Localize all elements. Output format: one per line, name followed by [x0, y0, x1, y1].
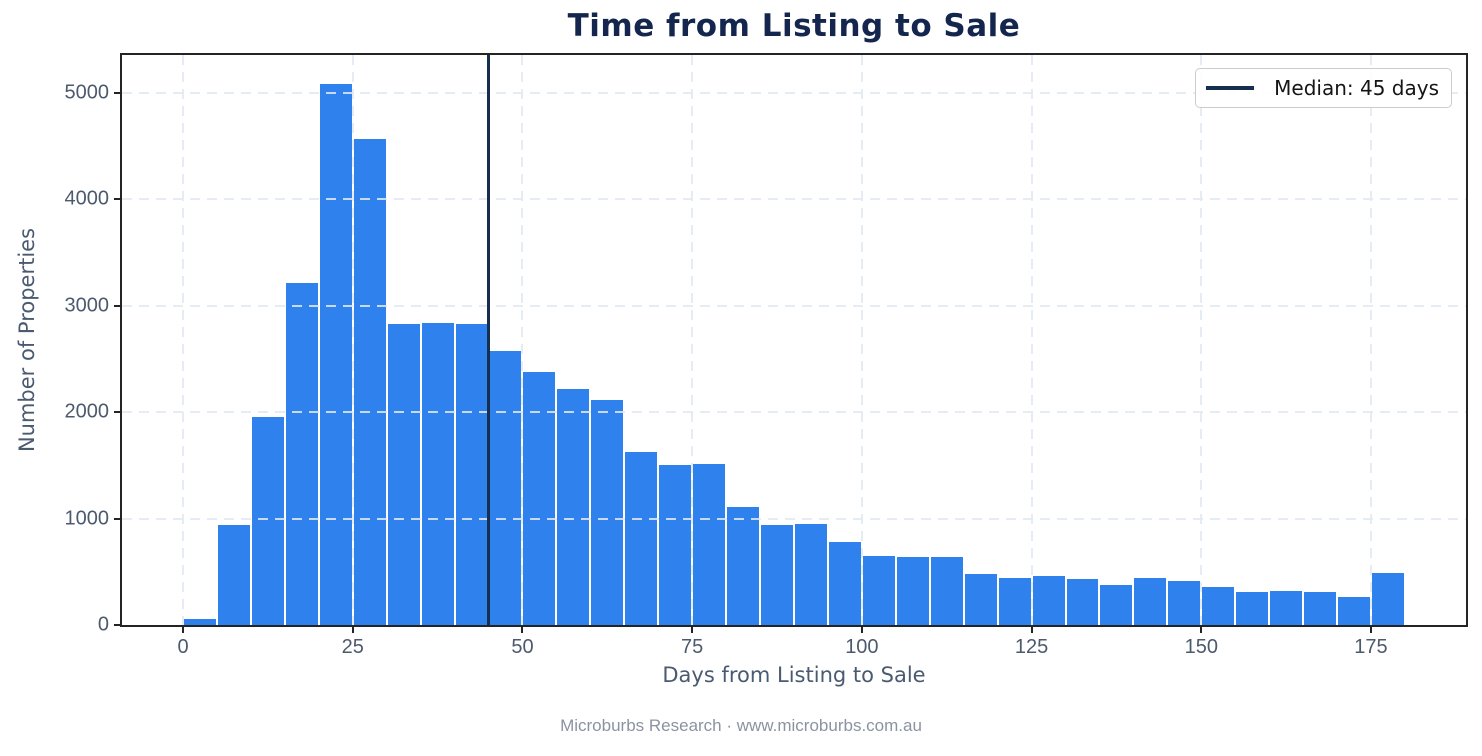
footer-attribution: Microburbs Research · www.microburbs.com… — [560, 716, 922, 735]
legend-label: Median: 45 days — [1274, 76, 1439, 100]
histogram-bar — [250, 415, 285, 625]
histogram-bar — [590, 399, 625, 625]
x-tick-mark — [1369, 625, 1372, 633]
x-gridline — [182, 55, 185, 625]
histogram-bar — [963, 573, 998, 625]
histogram-bar — [454, 323, 489, 625]
histogram-bar — [726, 505, 761, 625]
histogram-bar — [183, 617, 218, 625]
histogram-bar — [488, 350, 523, 625]
histogram-bar — [895, 556, 930, 625]
x-gridline — [1030, 55, 1033, 625]
plot-area: Median: 45 days 0 1000 2000 3000 4000 5000 0 25… — [65, 53, 1468, 658]
histogram-bar — [1065, 578, 1100, 625]
x-tick-mark — [1030, 625, 1033, 633]
y-gridline — [122, 411, 1466, 414]
histogram-bar — [658, 463, 693, 625]
legend: Median: 45 days — [1195, 68, 1452, 108]
y-gridline — [122, 91, 1466, 94]
histogram-bar — [1235, 590, 1270, 625]
histogram-bar — [692, 462, 727, 625]
histogram-bar — [861, 555, 896, 625]
y-tick-mark — [114, 517, 122, 520]
y-tick-mark — [114, 624, 122, 626]
histogram-bar — [1303, 590, 1338, 625]
median-line-sample — [1206, 86, 1255, 90]
x-tick-label: 100 — [845, 636, 879, 658]
histogram-bar — [997, 576, 1032, 625]
x-gridline — [691, 55, 694, 625]
x-gridline — [1200, 55, 1203, 625]
x-tick-label: 75 — [681, 636, 704, 658]
y-axis-label: Number of Properties — [15, 227, 39, 453]
x-tick-mark — [182, 625, 185, 633]
histogram-bar — [1337, 595, 1371, 625]
x-tick-label: 0 — [177, 636, 189, 658]
median-line — [486, 55, 491, 625]
x-tick-mark — [1200, 625, 1203, 633]
histogram-bar — [1167, 579, 1202, 625]
histogram-bar — [1201, 585, 1236, 625]
x-tick-mark — [521, 625, 524, 633]
histogram-bar — [1370, 571, 1405, 625]
x-tick-label: 125 — [1014, 636, 1049, 658]
histogram-bar — [1269, 589, 1304, 625]
histogram-bar — [352, 137, 387, 625]
histogram-bar — [760, 524, 794, 625]
histogram-bar — [1099, 584, 1134, 625]
y-tick-label: 2000 — [64, 400, 110, 423]
histogram-bar — [1133, 577, 1168, 625]
histogram-bar — [794, 523, 828, 625]
histogram-bar — [827, 540, 862, 625]
y-tick-label: 1000 — [64, 507, 110, 530]
histogram-bar — [420, 321, 455, 625]
x-tick-label: 150 — [1184, 636, 1218, 658]
histogram-bar — [556, 388, 591, 625]
histogram-bar — [217, 524, 251, 625]
y-tick-label: 3000 — [64, 294, 110, 317]
y-tick-mark — [114, 304, 122, 307]
x-tick-mark — [351, 625, 354, 633]
y-tick-label: 5000 — [64, 81, 110, 104]
x-tick-mark — [691, 625, 694, 633]
y-gridline — [122, 517, 1466, 520]
x-tick-label: 50 — [511, 636, 534, 658]
x-gridline — [351, 55, 354, 625]
histogram-bar — [284, 282, 319, 625]
histogram-bar — [929, 556, 964, 625]
x-axis-label: Days from Listing to Sale — [662, 663, 926, 687]
y-tick-mark — [114, 91, 122, 94]
histogram-bar — [624, 450, 659, 625]
y-tick-label: 4000 — [64, 187, 110, 210]
y-gridline — [122, 198, 1466, 201]
histogram-bar — [1031, 574, 1066, 625]
histogram-bar — [386, 322, 421, 625]
histogram-bar — [522, 371, 557, 625]
x-tick-mark — [860, 625, 863, 633]
y-tick-label: 0 — [97, 613, 109, 636]
y-tick-mark — [114, 411, 122, 414]
x-tick-label: 25 — [341, 636, 364, 658]
x-tick-label: 175 — [1354, 636, 1388, 658]
chart-title: Time from Listing to Sale — [567, 8, 1021, 44]
x-gridline — [1369, 55, 1372, 625]
y-gridline — [122, 304, 1466, 307]
x-gridline — [521, 55, 524, 625]
histogram-bar — [318, 82, 353, 625]
y-tick-mark — [114, 198, 122, 201]
x-gridline — [860, 55, 863, 625]
